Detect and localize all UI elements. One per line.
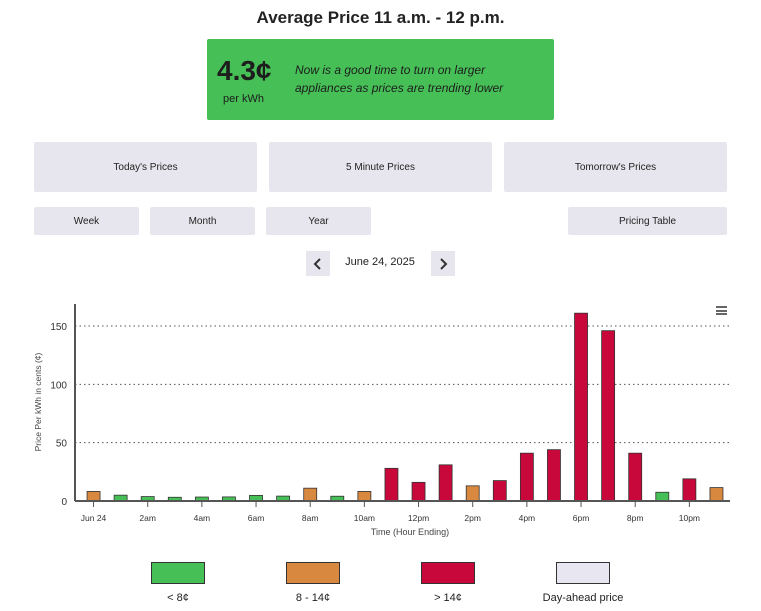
x-tick-label: 10am (354, 513, 375, 523)
price-bar[interactable] (709, 487, 724, 502)
next-day-button[interactable] (431, 251, 455, 276)
y-tick-label: 0 (61, 497, 67, 508)
price-bar[interactable] (303, 487, 318, 502)
five-minute-prices-button[interactable]: 5 Minute Prices (269, 142, 492, 192)
current-price-value: 4.3¢ (217, 55, 272, 86)
previous-day-button[interactable] (306, 251, 330, 276)
x-tick-label: Jun 24 (81, 513, 107, 523)
legend-label-low: < 8¢ (167, 592, 189, 604)
price-bar[interactable] (655, 491, 670, 502)
year-button[interactable]: Year (266, 207, 371, 235)
week-button[interactable]: Week (34, 207, 139, 235)
x-tick-label: 8am (302, 513, 319, 523)
price-bar[interactable] (86, 491, 101, 502)
x-tick-label: 4pm (519, 513, 536, 523)
legend-item-mid: 8 - 14¢ (268, 562, 358, 604)
legend-item-dayahead: Day-ahead price (538, 562, 628, 604)
pricing-table-button[interactable]: Pricing Table (568, 207, 727, 235)
x-tick-label: 6am (248, 513, 265, 523)
x-tick-label: 12pm (408, 513, 429, 523)
selected-date: June 24, 2025 (345, 256, 415, 268)
tomorrows-prices-button[interactable]: Tomorrow's Prices (504, 142, 727, 192)
price-bar[interactable] (357, 491, 372, 502)
legend-label-mid: 8 - 14¢ (295, 592, 331, 604)
hamburger-menu-icon[interactable] (716, 306, 727, 315)
price-chart: 0 50 100 150 Jun 24 2am 4am 6am 8am 10am 12pm 2pm 4… (33, 304, 730, 537)
current-price-unit: per kWh (223, 93, 264, 105)
x-tick-label: 10pm (679, 513, 700, 523)
x-tick-label: 2pm (464, 513, 481, 523)
price-advice-message: Now is a good time to turn on larger app… (295, 63, 504, 95)
x-axis-title: Time (Hour Ending) (371, 527, 449, 537)
price-bar[interactable] (519, 452, 534, 502)
page-title: Average Price 11 a.m. - 12 p.m. (256, 8, 505, 27)
price-bar[interactable] (574, 312, 588, 502)
legend-swatch-dayahead (556, 562, 610, 584)
x-tick-label: 8pm (627, 513, 644, 523)
price-bar[interactable] (465, 485, 480, 502)
price-bar[interactable] (682, 478, 697, 502)
legend-label-high: > 14¢ (434, 592, 462, 604)
price-bar[interactable] (384, 467, 399, 502)
price-bar[interactable] (628, 452, 643, 502)
month-button[interactable]: Month (150, 207, 255, 235)
legend-item-high: > 14¢ (403, 562, 493, 604)
y-axis-title: Price Per kWh in cents (¢) (33, 352, 43, 451)
chevron-left-icon (313, 257, 321, 270)
y-tick-label: 50 (56, 439, 68, 450)
price-bar[interactable] (601, 330, 616, 502)
todays-prices-button[interactable]: Today's Prices (34, 142, 257, 192)
price-bar[interactable] (492, 480, 507, 502)
price-bar[interactable] (438, 464, 453, 502)
price-bar[interactable] (547, 449, 561, 502)
legend-swatch-mid (286, 562, 340, 584)
x-tick-label: 4am (194, 513, 211, 523)
y-tick-label: 150 (50, 322, 67, 333)
price-bar[interactable] (411, 481, 426, 502)
x-tick-label: 6pm (573, 513, 590, 523)
legend-swatch-high (421, 562, 475, 584)
chevron-right-icon (440, 257, 448, 270)
legend-swatch-low (151, 562, 205, 584)
y-tick-label: 100 (50, 380, 67, 391)
current-price-card: 4.3¢ per kWh Now is a good time to turn … (207, 39, 554, 120)
legend-label-dayahead: Day-ahead price (542, 592, 624, 604)
legend-item-low: < 8¢ (133, 562, 223, 604)
x-tick-label: 2am (139, 513, 156, 523)
